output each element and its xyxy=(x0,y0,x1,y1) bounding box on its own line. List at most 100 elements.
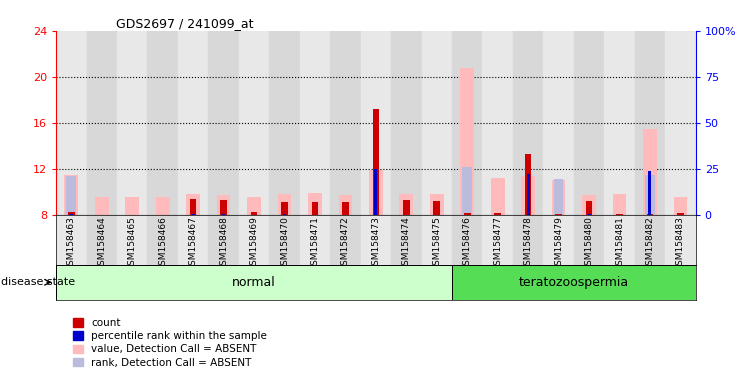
Bar xyxy=(251,212,257,215)
Bar xyxy=(665,215,696,265)
Bar xyxy=(422,215,452,265)
Text: GSM158465: GSM158465 xyxy=(128,216,137,271)
Bar xyxy=(178,31,209,215)
Text: GSM158472: GSM158472 xyxy=(341,216,350,271)
Bar xyxy=(543,215,574,265)
Bar xyxy=(209,31,239,215)
Bar xyxy=(56,265,452,300)
Text: GSM158471: GSM158471 xyxy=(310,216,319,271)
Bar xyxy=(374,169,378,215)
Bar xyxy=(673,197,687,215)
Bar xyxy=(300,31,330,215)
Bar xyxy=(604,31,635,215)
Bar xyxy=(222,214,225,215)
Bar xyxy=(147,215,178,265)
Bar xyxy=(217,195,230,215)
Text: GSM158476: GSM158476 xyxy=(463,216,472,271)
Text: GSM158481: GSM158481 xyxy=(615,216,624,271)
Text: GSM158477: GSM158477 xyxy=(493,216,502,271)
Bar xyxy=(68,212,75,215)
Bar xyxy=(552,180,565,215)
Bar xyxy=(239,215,269,265)
Bar xyxy=(521,176,535,215)
Bar xyxy=(677,213,684,215)
Bar xyxy=(278,194,292,215)
Bar xyxy=(178,215,209,265)
Bar xyxy=(649,171,652,215)
Text: GSM158467: GSM158467 xyxy=(188,216,197,271)
Text: GSM158469: GSM158469 xyxy=(250,216,259,271)
Bar xyxy=(239,31,269,215)
Bar xyxy=(604,215,635,265)
Bar xyxy=(491,178,505,215)
Bar xyxy=(117,215,147,265)
Bar xyxy=(269,31,300,215)
Text: GSM158468: GSM158468 xyxy=(219,216,228,271)
Text: GSM158466: GSM158466 xyxy=(158,216,168,271)
Bar xyxy=(281,202,288,215)
Bar xyxy=(482,31,513,215)
Bar xyxy=(513,215,543,265)
Bar xyxy=(543,31,574,215)
Text: GSM158480: GSM158480 xyxy=(584,216,594,271)
Bar xyxy=(330,215,361,265)
Bar xyxy=(373,109,379,215)
Bar xyxy=(613,194,626,215)
Bar xyxy=(361,31,391,215)
Bar xyxy=(369,170,383,215)
Bar xyxy=(452,31,482,215)
Bar xyxy=(399,194,413,215)
Bar xyxy=(555,214,562,215)
Bar xyxy=(646,214,653,215)
Bar xyxy=(56,215,87,265)
Bar xyxy=(587,214,591,215)
Bar xyxy=(525,154,532,215)
Bar xyxy=(117,31,147,215)
Text: GSM158473: GSM158473 xyxy=(371,216,381,271)
Text: GDS2697 / 241099_at: GDS2697 / 241099_at xyxy=(116,17,254,30)
Bar xyxy=(460,68,474,215)
Bar xyxy=(574,31,604,215)
Bar xyxy=(126,197,139,215)
Bar xyxy=(147,31,178,215)
Bar xyxy=(312,202,319,215)
Text: GSM158463: GSM158463 xyxy=(67,216,76,271)
Bar xyxy=(422,31,452,215)
Bar xyxy=(361,215,391,265)
Bar xyxy=(586,201,592,215)
Text: GSM158483: GSM158483 xyxy=(676,216,685,271)
Bar xyxy=(190,199,197,215)
Text: GSM158474: GSM158474 xyxy=(402,216,411,271)
Bar xyxy=(87,31,117,215)
Bar xyxy=(464,213,470,215)
Bar xyxy=(391,215,422,265)
Bar xyxy=(269,215,300,265)
Bar xyxy=(339,195,352,215)
Bar xyxy=(95,197,108,215)
Bar xyxy=(308,193,322,215)
Bar xyxy=(645,175,654,215)
Bar xyxy=(70,214,73,215)
Bar xyxy=(247,197,261,215)
Bar xyxy=(482,215,513,265)
Bar xyxy=(574,215,604,265)
Bar xyxy=(67,176,76,215)
Text: GSM158478: GSM158478 xyxy=(524,216,533,271)
Bar xyxy=(300,215,330,265)
Text: disease state: disease state xyxy=(1,277,75,287)
Bar xyxy=(616,214,623,215)
Bar xyxy=(635,31,665,215)
Bar xyxy=(283,214,286,215)
Text: teratozoospermia: teratozoospermia xyxy=(519,276,629,289)
Bar xyxy=(452,215,482,265)
Text: GSM158479: GSM158479 xyxy=(554,216,563,271)
Bar xyxy=(330,31,361,215)
Bar xyxy=(452,265,696,300)
Bar xyxy=(494,213,501,215)
Text: GSM158482: GSM158482 xyxy=(646,216,654,271)
Text: GSM158475: GSM158475 xyxy=(432,216,441,271)
Bar xyxy=(665,31,696,215)
Bar xyxy=(191,214,194,215)
Text: GSM158470: GSM158470 xyxy=(280,216,289,271)
Text: normal: normal xyxy=(232,276,276,289)
